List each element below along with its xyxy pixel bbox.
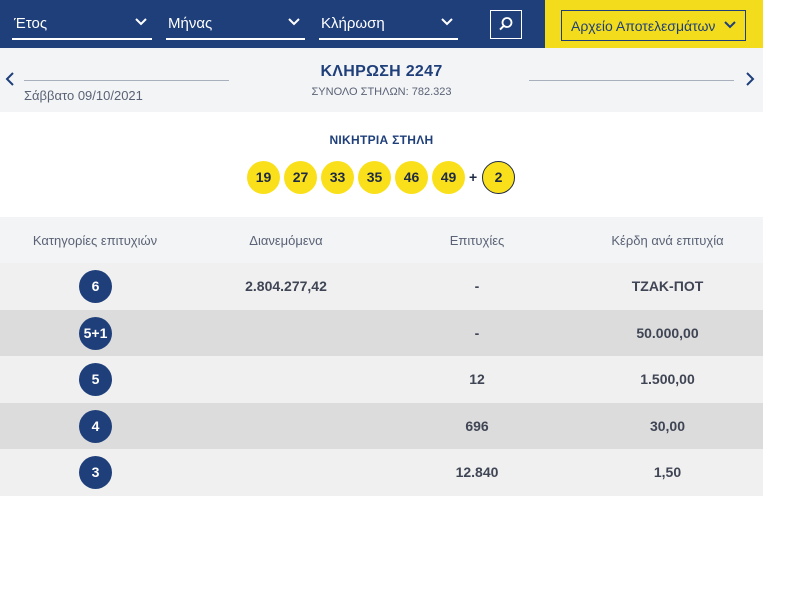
archive-dropdown[interactable]: Αρχείο Αποτελεσμάτων — [561, 10, 746, 41]
table-row: 4 696 30,00 — [0, 402, 763, 449]
chevron-left-icon[interactable] — [4, 70, 16, 88]
winning-number: 46 — [395, 161, 428, 194]
winners-cell: - — [474, 324, 480, 341]
prize-cell: 30,00 — [649, 417, 686, 434]
winning-column-label: ΝΙΚΗΤΡΙΑ ΣΤΗΛΗ — [329, 133, 434, 147]
header-categories: Κατηγορίες επιτυχιών — [32, 233, 158, 248]
winning-number: 49 — [432, 161, 465, 194]
winners-cell: 12 — [469, 371, 485, 387]
chevron-down-icon — [135, 18, 147, 26]
winners-cell: 696 — [465, 417, 489, 434]
plus-sign: + — [469, 169, 478, 185]
header-winners: Επιτυχίες — [449, 233, 505, 248]
table-row: 3 12.840 1,50 — [0, 449, 763, 496]
draw-date: Σάββατο 09/10/2021 — [24, 88, 143, 103]
month-dropdown-label: Μήνας — [168, 15, 213, 32]
prize-cell: 1.500,00 — [640, 371, 695, 387]
chevron-right-icon[interactable] — [744, 70, 756, 88]
prize-cell: 1,50 — [653, 464, 682, 480]
results-table: Κατηγορίες επιτυχιών Διανεμόμενα Επιτυχί… — [0, 217, 763, 496]
prize-cell: ΤΖΑΚ-ΠΟΤ — [631, 278, 704, 294]
search-icon — [499, 17, 513, 31]
winning-number: 27 — [284, 161, 317, 194]
winning-number: 33 — [321, 161, 354, 194]
category-badge: 5+1 — [79, 316, 112, 350]
chevron-down-icon — [441, 18, 453, 26]
table-header: Κατηγορίες επιτυχιών Διανεμόμενα Επιτυχί… — [0, 217, 763, 263]
distributed-cell: 2.804.277,42 — [245, 278, 327, 294]
chevron-down-icon — [724, 21, 736, 29]
draw-dropdown-label: Κλήρωση — [321, 15, 385, 32]
archive-dropdown-label: Αρχείο Αποτελεσμάτων — [571, 18, 716, 34]
category-badge: 3 — [79, 456, 112, 489]
year-dropdown[interactable]: Έτος — [12, 10, 152, 40]
draw-dropdown[interactable]: Κλήρωση — [319, 10, 458, 40]
table-row: 6 2.804.277,42 - ΤΖΑΚ-ΠΟΤ — [0, 263, 763, 310]
winners-cell: 12.840 — [455, 464, 499, 480]
month-dropdown[interactable]: Μήνας — [166, 10, 305, 40]
table-row: 5 12 1.500,00 — [0, 356, 763, 403]
draw-title: ΚΛΗΡΩΣΗ 2247 — [320, 63, 443, 80]
category-badge: 5 — [79, 363, 112, 396]
filter-bar: Έτος Μήνας Κλήρωση — [0, 0, 545, 48]
category-badge: 6 — [79, 270, 112, 303]
bonus-number: 2 — [482, 161, 515, 194]
winning-number: 35 — [358, 161, 391, 194]
winning-number: 19 — [247, 161, 280, 194]
year-dropdown-label: Έτος — [14, 15, 48, 32]
header-prize: Κέρδη ανά επιτυχία — [611, 233, 724, 248]
header-distributed: Διανεμόμενα — [249, 233, 323, 248]
archive-area: Αρχείο Αποτελεσμάτων — [545, 0, 763, 48]
winners-cell: - — [474, 278, 480, 294]
prize-cell: 50.000,00 — [636, 324, 699, 341]
table-row: 5+1 - 50.000,00 — [0, 309, 763, 356]
chevron-down-icon — [288, 18, 300, 26]
draw-header: Σάββατο 09/10/2021 ΚΛΗΡΩΣΗ 2247 ΣΥΝΟΛΟ Σ… — [0, 48, 763, 112]
category-badge: 4 — [79, 409, 112, 443]
search-button[interactable] — [490, 10, 522, 39]
divider-left — [24, 80, 229, 81]
divider-right — [529, 80, 734, 81]
total-columns: ΣΥΝΟΛΟ ΣΤΗΛΩΝ: 782.323 — [311, 86, 452, 98]
